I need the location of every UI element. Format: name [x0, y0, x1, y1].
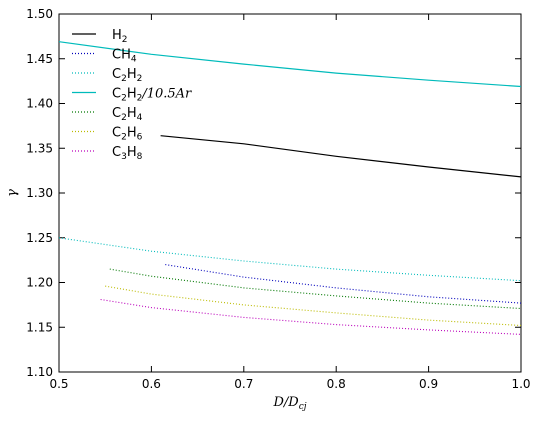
legend: H2 CH4 C2H2 C2H2/10.5Ar C2H4 C2H6 C3H8 [72, 28, 192, 162]
y-tick-label: 1.15 [26, 320, 53, 334]
legend-label: H2 [112, 28, 128, 45]
y-axis-label: γ [5, 189, 20, 197]
y-tick-label: 1.50 [26, 7, 53, 21]
legend-label: C2H4 [112, 106, 143, 123]
x-tick-label: 0.5 [49, 377, 68, 391]
series-line-c2h4 [109, 268, 522, 310]
x-tick-label: 0.8 [327, 377, 346, 391]
series-line-c3h8 [100, 298, 522, 335]
y-tick-label: 1.45 [26, 52, 53, 66]
series-line-c2h6 [105, 285, 522, 327]
legend-label: C2H2/10.5Ar [112, 87, 192, 104]
x-tick-label: 0.6 [142, 377, 161, 391]
legend-label: C2H6 [112, 126, 143, 143]
x-tick-label: 0.7 [234, 377, 253, 391]
y-tick-label: 1.40 [26, 97, 53, 111]
series-layer [58, 41, 522, 335]
y-tick-label: 1.25 [26, 231, 53, 245]
x-tick-label: 0.9 [419, 377, 438, 391]
x-axis-label: D/Dcj [272, 395, 306, 412]
legend-label: CH4 [112, 48, 137, 65]
y-tick-label: 1.10 [26, 365, 53, 379]
legend-label: C3H8 [112, 145, 143, 162]
y-tick-label: 1.30 [26, 186, 53, 200]
series-line-c2h2-10-5ar [58, 41, 522, 88]
plot-area [58, 13, 522, 373]
ticks-layer: 0.5 0.6 0.7 0.8 0.9 1.0 1.10 1.15 1.20 1.25 1.30 1.… [26, 7, 530, 391]
y-tick-label: 1.20 [26, 276, 53, 290]
series-line-h2 [160, 135, 522, 178]
legend-label: C2H2 [112, 67, 142, 84]
x-tick-label: 1.0 [511, 377, 530, 391]
y-tick-label: 1.35 [26, 141, 53, 155]
series-line-c2h2 [58, 237, 522, 282]
